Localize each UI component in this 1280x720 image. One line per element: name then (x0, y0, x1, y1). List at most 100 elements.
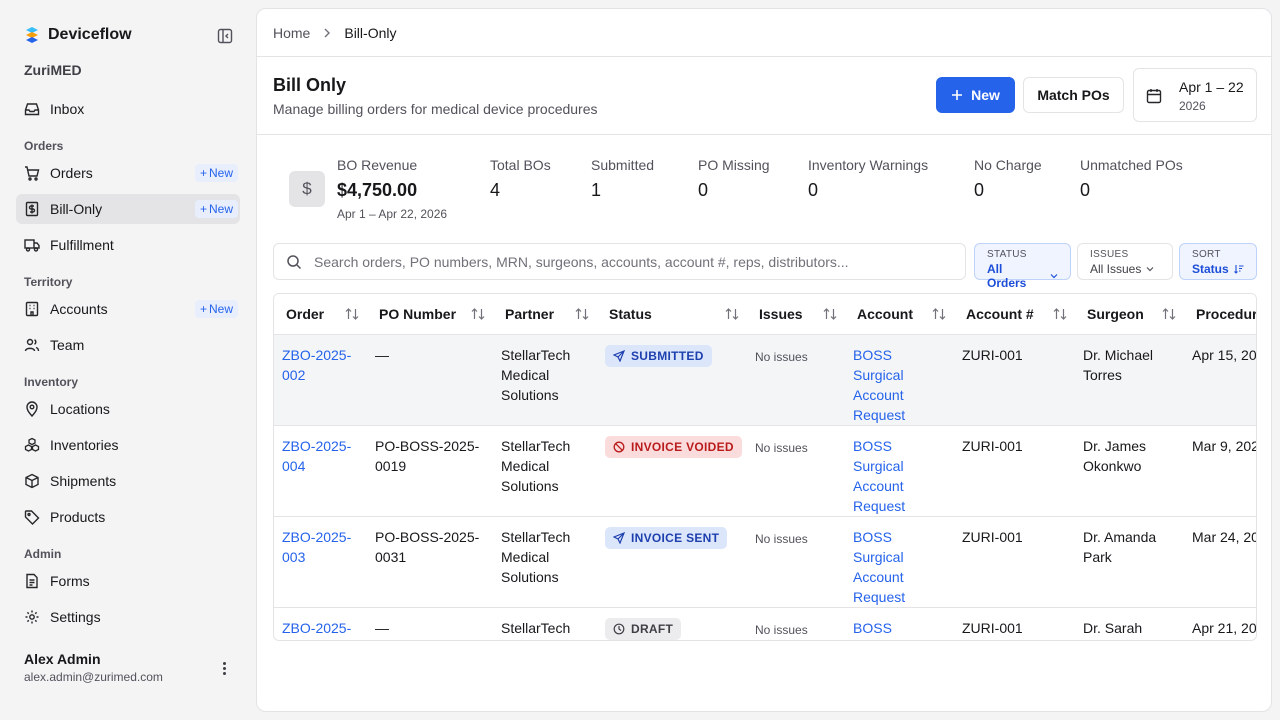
collapse-sidebar-button[interactable] (216, 27, 234, 45)
column-header[interactable]: Surgeon (1075, 294, 1184, 335)
status-badge: SUBMITTED (605, 344, 712, 367)
sidebar-item-label: Inventories (50, 437, 119, 453)
order-link[interactable]: ZBO-2025-004 (274, 425, 367, 517)
column-header[interactable]: Issues (747, 294, 845, 335)
date-range-year: 2026 (1179, 99, 1206, 113)
bill-only-new-button[interactable]: + New (194, 200, 238, 218)
plus-icon (952, 90, 963, 100)
sort-icon[interactable] (823, 307, 837, 320)
sidebar-item-label: Team (50, 337, 85, 353)
sort-icon[interactable] (345, 307, 359, 320)
issues: No issues (747, 516, 845, 608)
sort-icon[interactable] (1053, 307, 1067, 320)
account-link[interactable]: BOSS Surgical Account Request (845, 516, 954, 608)
account-link[interactable]: BOSS Surgical Account Request (845, 425, 954, 517)
match-pos-button[interactable]: Match POs (1023, 77, 1124, 113)
surgeon: Dr. Sarah Chen (1083, 619, 1143, 641)
sidebar-item-bill-only[interactable]: Bill-Only + New (16, 194, 240, 224)
table-row[interactable]: ZBO-2025-001 — StellarTech Medical Solutio… (274, 607, 1257, 641)
account-link[interactable]: BOSS Surgical Account Request (853, 619, 904, 641)
sidebar-item-orders[interactable]: Orders + New (16, 158, 240, 188)
sidebar-item-locations[interactable]: Locations (16, 394, 240, 424)
procedure-date: Apr 21, 2026 (1192, 619, 1257, 636)
status-cell: INVOICE SENT (597, 516, 747, 608)
column-header[interactable]: Account (845, 294, 954, 335)
table-row[interactable]: ZBO-2025-004 PO-BOSS-2025-0019 StellarTech… (274, 425, 1256, 517)
sort-icon[interactable] (932, 307, 946, 320)
sidebar-item-label: Locations (50, 401, 110, 417)
column-header[interactable]: Order (274, 294, 367, 335)
column-header[interactable]: Procedure (1184, 294, 1256, 335)
chevron-right-icon (324, 28, 331, 38)
order-link[interactable]: ZBO-2025-002 (274, 334, 367, 426)
status-filter[interactable]: STATUS All Orders (974, 243, 1071, 290)
sort-filter[interactable]: SORT Status (1179, 243, 1257, 280)
building-icon (24, 301, 40, 317)
sidebar-item-inventories[interactable]: Inventories (16, 430, 240, 460)
package-icon (24, 473, 40, 489)
breadcrumb-home[interactable]: Home (273, 25, 311, 41)
users-icon (24, 337, 40, 353)
sort-icon[interactable] (575, 307, 589, 320)
sidebar-item-label: Settings (50, 609, 101, 625)
accounts-new-button[interactable]: + New (194, 300, 238, 318)
partner: StellarTech Medical Solutions (493, 516, 597, 608)
table-row[interactable]: ZBO-2025-003 PO-BOSS-2025-0031 StellarTech… (274, 516, 1256, 608)
po-number: — (375, 619, 389, 636)
order-link[interactable]: ZBO-2025-003 (274, 516, 367, 608)
order-link[interactable]: ZBO-2025-001 (282, 619, 352, 641)
sidebar-item-products[interactable]: Products (16, 502, 240, 532)
sidebar-item-fulfillment[interactable]: Fulfillment (16, 230, 240, 260)
partner: StellarTech Medical Solutions (493, 425, 597, 517)
send-icon (613, 349, 625, 362)
column-header[interactable]: PO Number (367, 294, 493, 335)
main-panel: Home Bill-Only Bill Only Manage billing … (256, 8, 1272, 712)
surgeon: Dr. Amanda Park (1075, 516, 1184, 608)
account-number: ZURI-001 (954, 334, 1075, 426)
user-profile[interactable]: Alex Admin alex.admin@zurimed.com (24, 651, 163, 684)
search-icon (287, 254, 302, 269)
boxes-icon (24, 437, 40, 453)
section-orders: Orders (24, 139, 64, 153)
sidebar-item-label: Forms (50, 573, 90, 589)
stat-inventory-warnings: Inventory Warnings 0 (808, 157, 929, 200)
column-header[interactable]: Status (597, 294, 747, 335)
column-header[interactable]: Account # (954, 294, 1075, 335)
more-vertical-icon (222, 661, 226, 665)
sort-icon[interactable] (1162, 307, 1176, 320)
truck-icon (24, 237, 40, 253)
page-subtitle: Manage billing orders for medical device… (273, 101, 598, 117)
sidebar-item-label: Accounts (50, 301, 108, 317)
sidebar-item-forms[interactable]: Forms (16, 566, 240, 596)
sidebar-item-shipments[interactable]: Shipments (16, 466, 240, 496)
account-link[interactable]: BOSS Surgical Account Request (845, 334, 954, 426)
chevron-down-icon (1146, 267, 1154, 272)
table-header-row: Order PO Number Partner Status Issues Account… (274, 294, 1256, 335)
surgeon: Dr. Michael Torres (1075, 334, 1184, 426)
file-text-icon (24, 573, 40, 589)
search-input[interactable]: Search orders, PO numbers, MRN, surgeons… (273, 243, 966, 280)
issues-filter[interactable]: ISSUES All Issues (1077, 243, 1173, 280)
sidebar-item-settings[interactable]: Settings (16, 602, 240, 632)
section-territory: Territory (24, 275, 73, 289)
sidebar-item-label: Bill-Only (50, 201, 103, 217)
date-range-picker[interactable]: Apr 1 – 22 2026 (1133, 68, 1257, 122)
procedure-date: Apr 15, 2026 (1184, 334, 1256, 426)
orders-new-button[interactable]: + New (194, 164, 238, 182)
new-bill-only-button[interactable]: New (936, 77, 1015, 113)
issues: No issues (747, 425, 845, 517)
table-row[interactable]: ZBO-2025-002— StellarTech Medical Solutio… (274, 334, 1256, 426)
user-menu-button[interactable] (216, 660, 232, 676)
sort-icon[interactable] (725, 307, 739, 320)
sidebar-item-inbox[interactable]: Inbox (16, 94, 240, 124)
section-inventory: Inventory (24, 375, 79, 389)
sort-icon[interactable] (471, 307, 485, 320)
sidebar-nav: Inbox Orders Orders + New Bill-Only + New … (16, 94, 240, 638)
breadcrumb: Home Bill-Only (273, 25, 396, 41)
sidebar: Deviceflow ZuriMED Inbox Orders Orders +… (0, 0, 256, 720)
brand[interactable]: Deviceflow (24, 26, 132, 44)
sidebar-item-accounts[interactable]: Accounts + New (16, 294, 240, 324)
sidebar-item-team[interactable]: Team (16, 330, 240, 360)
column-header[interactable]: Partner (493, 294, 597, 335)
status-cell: INVOICE VOIDED (597, 425, 747, 517)
